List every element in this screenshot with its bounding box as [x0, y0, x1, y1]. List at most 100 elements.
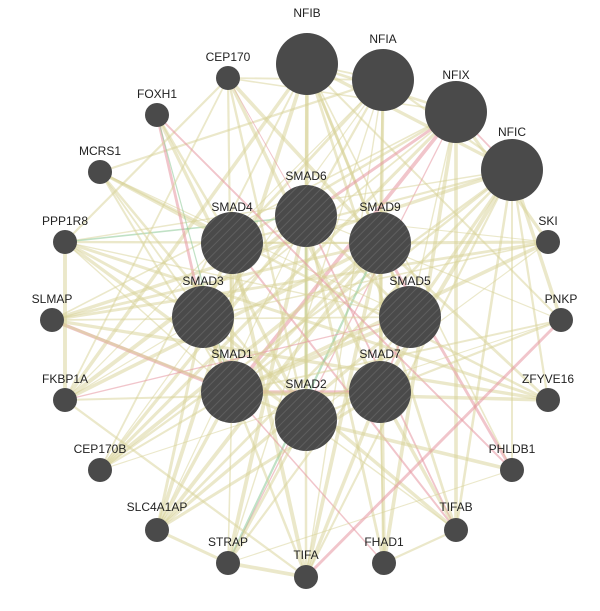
node [201, 212, 263, 274]
node [536, 230, 560, 254]
node-label: SMAD3 [182, 274, 224, 288]
edge [304, 391, 382, 578]
edge [231, 242, 457, 531]
edge [306, 63, 562, 321]
edge [51, 318, 307, 422]
node-label: SMAD4 [211, 200, 253, 214]
node [276, 33, 338, 95]
edge [155, 241, 382, 532]
node [536, 388, 560, 412]
node-label: SLC4A1AP [127, 500, 188, 514]
node-label: FKBP1A [42, 372, 88, 386]
node-label: SMAD6 [285, 169, 327, 183]
edge [64, 77, 229, 243]
node [372, 551, 396, 575]
edge [305, 169, 513, 578]
node [349, 361, 411, 423]
edge [99, 171, 233, 393]
node-label: ZFYVE16 [522, 372, 574, 386]
node-label: NFIX [442, 68, 469, 82]
edge [64, 399, 307, 578]
node-label: NFIA [369, 32, 396, 46]
node [349, 212, 411, 274]
node-label: NFIB [293, 6, 320, 20]
node [379, 286, 441, 348]
node [352, 49, 414, 111]
node [145, 518, 169, 542]
edge [305, 215, 549, 243]
node [172, 286, 234, 348]
node-label: STRAP [208, 535, 248, 549]
edge [227, 111, 457, 564]
node [549, 308, 573, 332]
node-label: TIFAB [439, 500, 472, 514]
edge [378, 242, 514, 471]
node-label: SMAD2 [285, 377, 327, 391]
edge [305, 419, 457, 531]
edge [99, 319, 562, 471]
edge [64, 316, 411, 401]
node [481, 139, 543, 201]
edge [305, 318, 562, 422]
node [145, 103, 169, 127]
edge [227, 469, 513, 564]
edge [156, 390, 381, 532]
node [216, 66, 240, 90]
edge [51, 111, 457, 321]
edge [510, 169, 550, 401]
node-label: TIFA [293, 548, 318, 562]
edge [227, 561, 307, 579]
edge [99, 170, 549, 402]
edge [51, 240, 549, 322]
node-label: SMAD5 [389, 274, 431, 288]
edge [99, 63, 308, 471]
node [294, 565, 318, 589]
edge [383, 529, 457, 564]
node-label: SMAD7 [359, 347, 401, 361]
edge [64, 241, 233, 393]
edge [230, 242, 308, 578]
edge [306, 62, 513, 172]
node [444, 518, 468, 542]
edge [305, 418, 513, 472]
edge [51, 241, 381, 322]
node-label: PHLDB1 [489, 442, 536, 456]
edge [64, 215, 307, 243]
edge [231, 391, 385, 564]
node-label: CEP170 [206, 50, 251, 64]
edge [226, 76, 382, 245]
node [275, 389, 337, 451]
node-label: FOXH1 [137, 87, 177, 101]
node [216, 551, 240, 575]
node [88, 160, 112, 184]
edge [156, 528, 229, 565]
node-label: PNKP [545, 292, 578, 306]
edge [227, 77, 457, 113]
node-label: NFIC [498, 125, 526, 139]
edge [51, 318, 549, 402]
node [88, 458, 112, 482]
nodes: NFIB NFIA NFIX NFIC SMAD6 SMAD4 SMAD9 SMAD3 SMAD… [32, 6, 578, 589]
node [201, 361, 263, 423]
node [500, 458, 524, 482]
node-label: SMAD9 [359, 200, 401, 214]
node-label: CEP170B [74, 442, 127, 456]
edge [304, 318, 563, 579]
edge [231, 110, 457, 245]
node [275, 185, 337, 247]
node [425, 81, 487, 143]
node-label: SLMAP [32, 292, 73, 306]
node-label: SKI [538, 214, 557, 228]
node-label: FHAD1 [364, 535, 404, 549]
edge [305, 215, 562, 321]
node [53, 388, 77, 412]
edge [304, 242, 382, 578]
edge [231, 168, 513, 245]
edge [64, 77, 229, 401]
node [53, 230, 77, 254]
node-label: MCRS1 [79, 144, 121, 158]
edge [98, 110, 458, 472]
node [40, 308, 64, 332]
